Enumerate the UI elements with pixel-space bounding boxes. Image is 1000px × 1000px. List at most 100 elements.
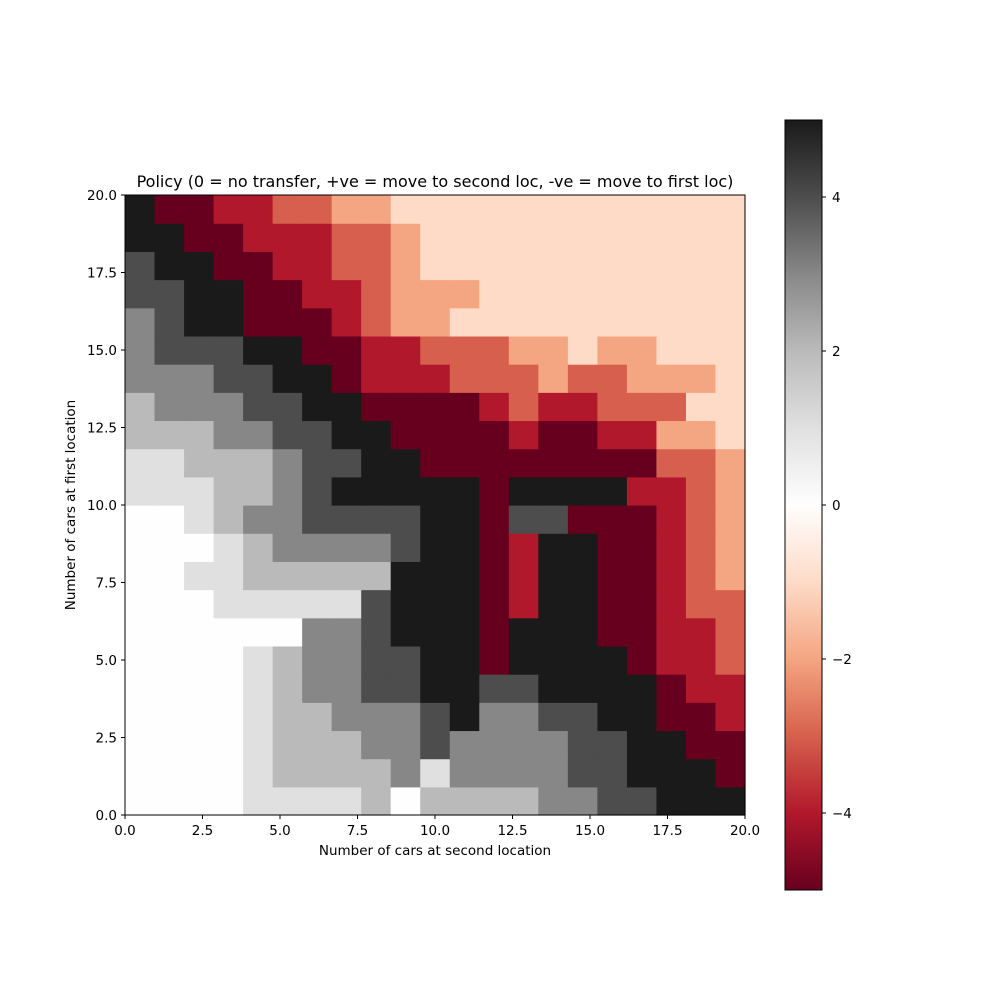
heatmap-cell — [567, 279, 598, 309]
heatmap-cell — [331, 505, 362, 534]
heatmap-cell — [302, 448, 333, 478]
heatmap-cell — [508, 420, 539, 450]
heatmap-cell — [361, 702, 392, 732]
heatmap-cell — [597, 617, 628, 647]
heatmap-cell — [213, 561, 244, 591]
heatmap-cell — [449, 392, 480, 422]
heatmap-cell — [656, 307, 687, 337]
heatmap-cell — [213, 223, 244, 252]
heatmap-cell — [302, 335, 333, 365]
heatmap-cell — [302, 392, 333, 422]
heatmap-cell — [626, 730, 658, 760]
heatmap-cell — [331, 392, 362, 422]
heatmap-cell — [331, 195, 362, 224]
heatmap-cell — [538, 335, 569, 365]
heatmap-cell — [361, 505, 392, 534]
heatmap-cell — [420, 786, 451, 816]
heatmap-cell — [184, 420, 215, 450]
heatmap-cell — [538, 561, 569, 591]
heatmap-cell — [243, 279, 274, 309]
heatmap-cell — [272, 195, 303, 224]
colorbar-tick-label: −2 — [832, 652, 852, 668]
heatmap-cell — [449, 589, 480, 619]
heatmap-cell — [302, 251, 333, 281]
heatmap-cell — [656, 702, 687, 732]
colorbar-tick-label: 0 — [832, 498, 841, 514]
heatmap-cell — [331, 786, 362, 816]
heatmap-cell — [656, 561, 687, 591]
heatmap-cell — [567, 589, 598, 619]
heatmap-cell — [449, 364, 480, 393]
heatmap-cell — [213, 533, 244, 562]
heatmap-cell — [597, 364, 628, 393]
heatmap-cell — [508, 476, 539, 506]
x-tick-label: 5.0 — [269, 823, 290, 839]
heatmap-cell — [243, 505, 274, 534]
heatmap-cell — [656, 533, 687, 562]
heatmap-cell — [685, 617, 717, 647]
heatmap-cell — [361, 645, 392, 675]
heatmap-cell — [449, 730, 480, 760]
heatmap-cell — [184, 702, 215, 732]
heatmap-cell — [390, 645, 421, 675]
heatmap-cell — [508, 335, 539, 365]
heatmap-cell — [508, 505, 539, 534]
heatmap-cell — [213, 617, 244, 647]
heatmap-cell — [331, 702, 362, 732]
heatmap-cell — [715, 251, 746, 281]
heatmap-cell — [331, 279, 362, 309]
heatmap-cell — [420, 223, 451, 252]
heatmap-cell — [213, 392, 244, 422]
heatmap-cell — [390, 420, 421, 450]
heatmap-cell — [685, 448, 717, 478]
heatmap-cell — [272, 758, 303, 788]
heatmap-cell — [567, 448, 598, 478]
heatmap-cell — [243, 589, 274, 619]
heatmap-cell — [243, 645, 274, 675]
x-axis-label: Number of cars at second location — [319, 843, 551, 859]
heatmap-cell — [626, 533, 658, 562]
heatmap-cell — [390, 279, 421, 309]
heatmap-cell — [479, 420, 510, 450]
y-tick-label: 10.0 — [87, 498, 117, 514]
heatmap-cell — [538, 730, 569, 760]
heatmap-cell — [125, 392, 156, 422]
heatmap-cell — [390, 448, 421, 478]
heatmap-cell — [656, 730, 687, 760]
heatmap-cell — [125, 195, 156, 224]
heatmap-cell — [567, 561, 598, 591]
heatmap-cell — [361, 364, 392, 393]
y-tick-label: 17.5 — [87, 266, 117, 282]
heatmap-cell — [302, 307, 333, 337]
heatmap-cell — [184, 617, 215, 647]
heatmap-cell — [243, 561, 274, 591]
heatmap-cell — [331, 223, 362, 252]
heatmap-cell — [243, 420, 274, 450]
heatmap-cell — [685, 364, 717, 393]
heatmap-cell — [420, 561, 451, 591]
heatmap-cell — [125, 364, 156, 393]
heatmap-cell — [685, 335, 717, 365]
heatmap-cell — [243, 335, 274, 365]
heatmap-cell — [272, 251, 303, 281]
heatmap-cell — [213, 730, 244, 760]
colorbar-gradient — [785, 120, 822, 890]
heatmap-cell — [685, 195, 717, 224]
heatmap-cell — [685, 786, 717, 816]
heatmap-cell — [125, 702, 156, 732]
heatmap-cell — [479, 589, 510, 619]
heatmap-cell — [302, 702, 333, 732]
x-tick-label: 0.0 — [114, 823, 135, 839]
heatmap-cell — [538, 251, 569, 281]
heatmap-cell — [715, 505, 746, 534]
heatmap-cell — [597, 786, 628, 816]
heatmap-cell — [272, 533, 303, 562]
heatmap-cell — [213, 786, 244, 816]
heatmap-cell — [331, 758, 362, 788]
heatmap-cell — [243, 758, 274, 788]
heatmap-cell — [243, 223, 274, 252]
heatmap-cell — [479, 786, 510, 816]
heatmap-cell — [213, 758, 244, 788]
heatmap-cell — [538, 758, 569, 788]
heatmap-cell — [272, 786, 303, 816]
